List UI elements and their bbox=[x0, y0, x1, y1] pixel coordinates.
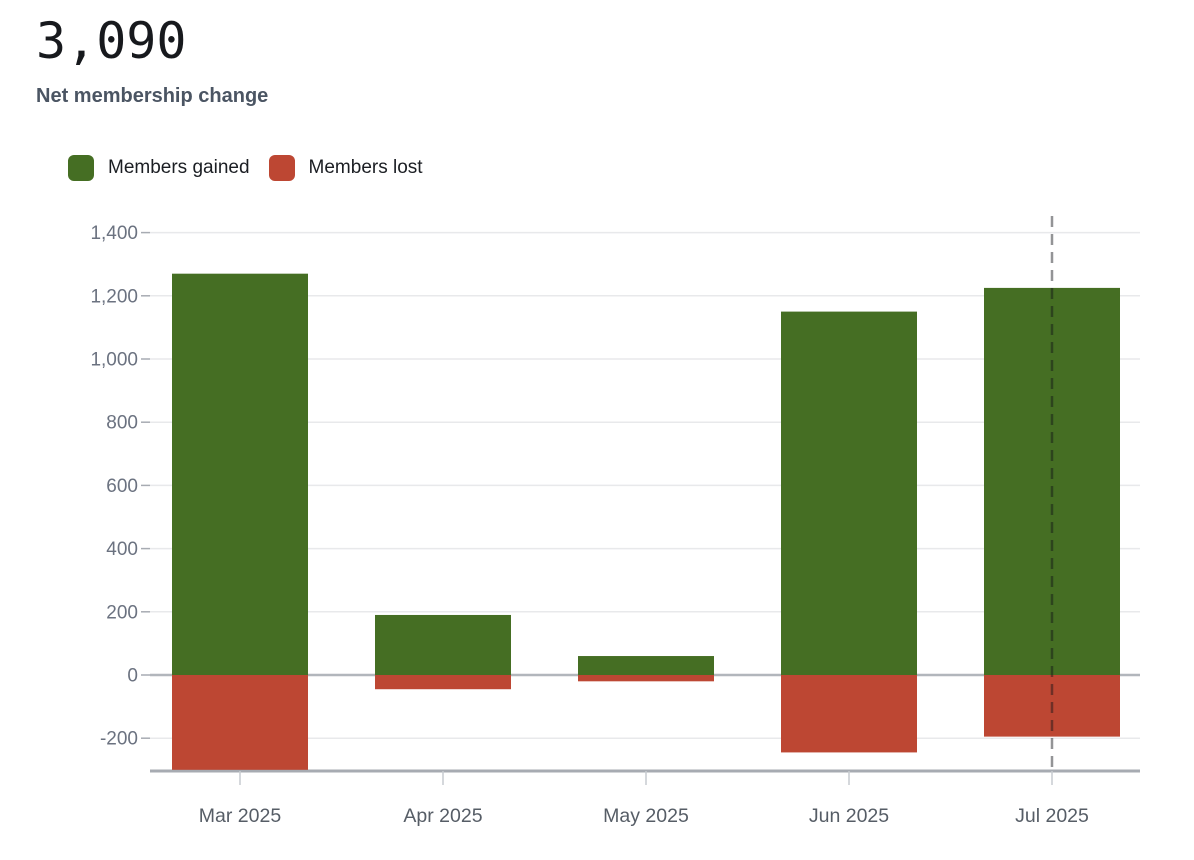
legend-label-members-gained: Members gained bbox=[108, 157, 250, 178]
legend-item-members-gained[interactable]: Members gained bbox=[68, 155, 250, 181]
bar-lost-jun-2025[interactable] bbox=[781, 675, 917, 753]
x-axis-label-may-2025: May 2025 bbox=[603, 805, 689, 827]
y-axis-label: -200 bbox=[100, 729, 138, 750]
bar-lost-apr-2025[interactable] bbox=[375, 675, 511, 690]
net-change-value: 3,090 bbox=[36, 12, 187, 70]
bar-gained-jul-2025[interactable] bbox=[984, 287, 1120, 675]
legend-item-members-lost[interactable]: Members lost bbox=[268, 155, 423, 181]
y-axis-label: 1,200 bbox=[90, 286, 138, 307]
y-axis-label: 800 bbox=[106, 413, 138, 434]
bar-gained-may-2025[interactable] bbox=[578, 656, 714, 675]
y-axis-label: 400 bbox=[106, 539, 138, 560]
y-axis-label: 0 bbox=[127, 666, 138, 687]
members-gained-swatch-icon bbox=[68, 155, 94, 181]
bar-lost-may-2025[interactable] bbox=[578, 675, 714, 682]
chart-subtitle: Net membership change bbox=[36, 85, 269, 107]
y-axis-label: 600 bbox=[106, 476, 138, 497]
y-axis-label: 200 bbox=[106, 602, 138, 623]
bar-gained-apr-2025[interactable] bbox=[375, 614, 511, 675]
bar-gained-jun-2025[interactable] bbox=[781, 311, 917, 675]
x-axis-label-mar-2025: Mar 2025 bbox=[199, 805, 282, 827]
y-axis-label: 1,000 bbox=[90, 350, 138, 371]
x-axis-label-jun-2025: Jun 2025 bbox=[809, 805, 889, 827]
bar-gained-mar-2025[interactable] bbox=[172, 273, 308, 675]
bar-lost-jul-2025[interactable] bbox=[984, 675, 1120, 737]
x-axis-label-apr-2025: Apr 2025 bbox=[403, 805, 482, 827]
legend-label-members-lost: Members lost bbox=[308, 157, 423, 178]
x-axis-label-jul-2025: Jul 2025 bbox=[1015, 805, 1089, 827]
bar-lost-mar-2025[interactable] bbox=[172, 675, 308, 770]
y-axis-label: 1,400 bbox=[90, 223, 138, 244]
chart-legend: Members gained Members lost bbox=[68, 155, 423, 181]
members-lost-swatch-icon bbox=[268, 155, 295, 181]
